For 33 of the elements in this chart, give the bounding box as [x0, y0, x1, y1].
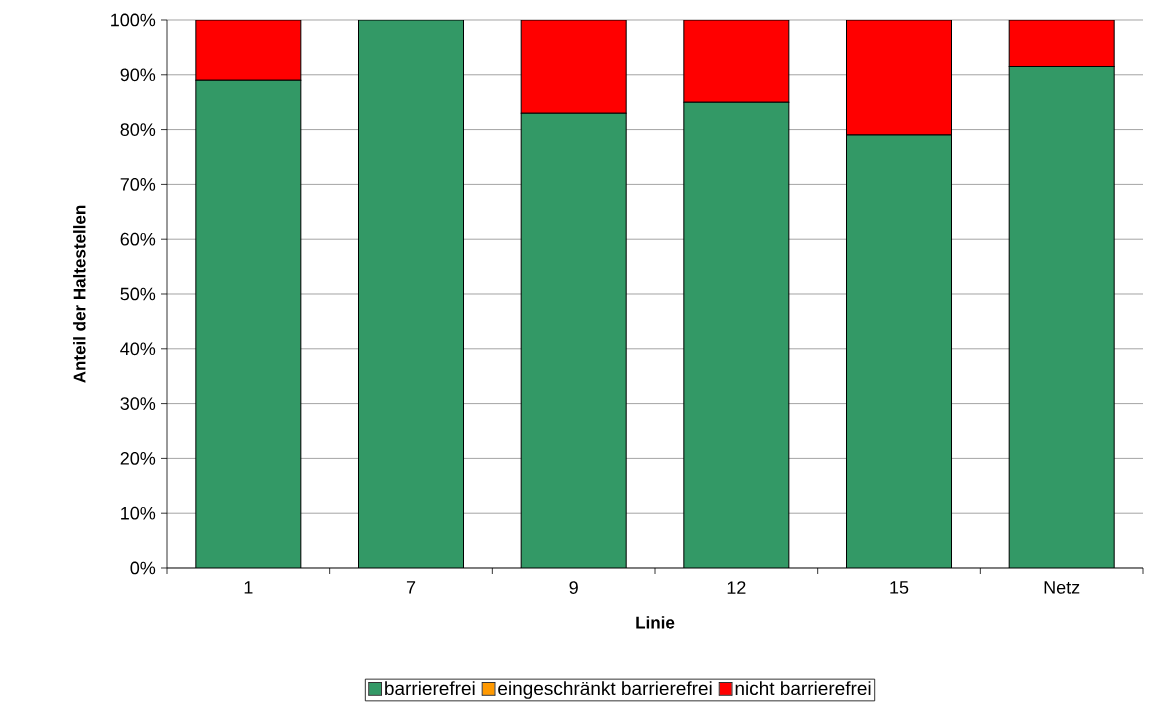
y-tick-label: 10% [121, 506, 156, 520]
legend-label: barrierefrei [385, 681, 475, 696]
bar [195, 19, 302, 81]
y-axis-title: Anteil der Haltestellen [73, 205, 86, 383]
y-tick-label: 30% [120, 397, 156, 410]
y-tick-label: 0% [130, 561, 156, 575]
bar [683, 19, 790, 103]
bar [520, 19, 627, 114]
bar [521, 113, 627, 568]
x-tick-label: 15 [890, 581, 909, 594]
y-tick-label: 50% [120, 287, 156, 301]
y-tick-label: 70% [120, 178, 156, 191]
y-tick-label: 90% [120, 68, 156, 82]
y-tick-label: 100% [111, 13, 156, 27]
y-tick-label: 40% [120, 342, 156, 356]
bar [846, 19, 953, 136]
bar [1008, 19, 1115, 68]
bar [195, 80, 301, 568]
bar [1008, 66, 1115, 568]
y-tick-label: 20% [120, 452, 156, 465]
x-tick-label: 1 [244, 581, 253, 594]
legend-label: eingeschränkt barrierefrei [498, 681, 712, 699]
x-axis-title: Linie [636, 616, 675, 629]
x-tick-label: 9 [569, 581, 578, 594]
x-tick-label: 12 [727, 581, 746, 594]
y-tick-label: 60% [120, 232, 156, 246]
legend-label: nicht barrierefrei [735, 681, 871, 696]
y-tick-label: 80% [120, 123, 156, 136]
x-tick-label: 7 [406, 581, 416, 594]
bar [683, 102, 789, 568]
bar [846, 135, 952, 568]
bar [358, 19, 464, 568]
x-tick-label: Netz [1044, 581, 1080, 594]
